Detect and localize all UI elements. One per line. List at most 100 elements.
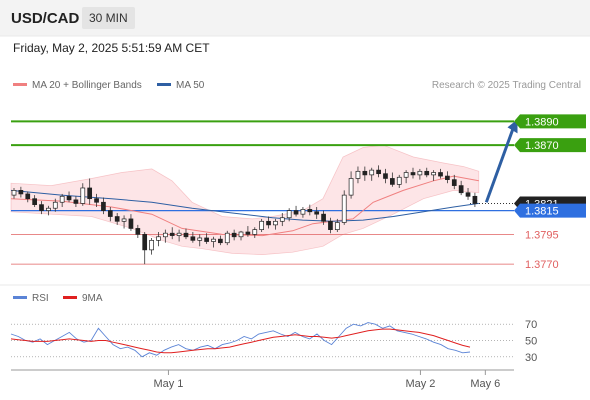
candle-body xyxy=(348,178,354,196)
candle-body xyxy=(314,211,320,215)
candle-body xyxy=(376,169,381,175)
ma20-swatch xyxy=(13,82,27,86)
candle-body xyxy=(369,169,375,176)
candle xyxy=(169,227,175,240)
candle-body xyxy=(73,199,79,204)
moving-averages xyxy=(10,175,479,237)
candle xyxy=(46,205,51,216)
candle-body xyxy=(11,190,17,196)
candle xyxy=(211,236,216,248)
candle xyxy=(348,171,354,199)
price-tag-bg xyxy=(514,138,586,153)
candle-body xyxy=(94,198,99,203)
candle xyxy=(314,207,320,219)
candle xyxy=(224,230,230,246)
candle-body xyxy=(107,210,113,217)
price-levels xyxy=(11,120,514,265)
candle xyxy=(396,174,402,188)
candle-body xyxy=(135,228,141,235)
candle-body xyxy=(465,192,471,197)
candle xyxy=(328,217,333,234)
price-tag-1.3890: 1.3890 xyxy=(514,114,586,129)
price-tag-bg xyxy=(514,114,586,129)
candle-body xyxy=(238,231,244,238)
candle xyxy=(176,229,182,242)
x-tick-label: May 6 xyxy=(470,378,500,390)
candle xyxy=(25,191,31,203)
candle-body xyxy=(362,170,368,176)
candle-body xyxy=(334,222,340,230)
candle xyxy=(472,192,478,208)
candle-body xyxy=(417,170,423,176)
ma50-line xyxy=(10,189,479,222)
price-tag-label: 1.3870 xyxy=(525,140,559,152)
candle-body xyxy=(383,173,388,179)
rsi-label: RSI xyxy=(32,293,49,304)
candle-body xyxy=(431,172,436,176)
rsi-tick-label: 50 xyxy=(525,336,537,348)
candle-body xyxy=(87,187,93,200)
candle xyxy=(197,234,203,247)
price-tag-1.3770: 1.3770 xyxy=(525,259,559,271)
candle-body xyxy=(142,234,148,251)
candle xyxy=(438,168,443,179)
candle xyxy=(73,196,79,208)
price-tag-bg xyxy=(514,203,586,218)
candle-body xyxy=(341,194,347,223)
credit-text: Research © 2025 Trading Central xyxy=(431,80,581,91)
candle-body xyxy=(410,172,416,176)
candle xyxy=(307,204,313,216)
bollinger-bands xyxy=(10,144,480,255)
candle xyxy=(252,227,258,238)
candle-body xyxy=(293,210,299,215)
candle xyxy=(59,193,65,208)
candle-body xyxy=(149,239,154,251)
rsi-ma-label: 9MA xyxy=(82,293,103,304)
candle-body xyxy=(183,232,189,238)
legend-rsi: RSI xyxy=(13,293,49,304)
candle-body xyxy=(451,179,457,186)
candle-body xyxy=(445,175,450,180)
candle-body xyxy=(328,220,333,230)
candle-body xyxy=(458,185,464,194)
candle xyxy=(66,191,72,203)
candle xyxy=(121,215,127,229)
candle-body xyxy=(321,213,326,222)
candle-body xyxy=(101,201,106,211)
candle xyxy=(355,166,361,184)
candle-body xyxy=(396,176,402,185)
candle-body xyxy=(25,193,31,200)
price-tag-1.3795: 1.3795 xyxy=(525,229,559,241)
candle-body xyxy=(204,237,209,242)
candle-body xyxy=(279,217,285,222)
candle-body xyxy=(169,232,175,236)
projection-arrow-head xyxy=(507,119,518,134)
candle xyxy=(190,232,196,243)
candle-body xyxy=(355,170,361,179)
candle-body xyxy=(300,209,306,215)
candle xyxy=(321,210,326,225)
ma50-swatch xyxy=(157,82,171,86)
candle xyxy=(107,207,113,222)
candle xyxy=(279,212,285,227)
price-tag-label: 1.3890 xyxy=(525,116,559,128)
candle xyxy=(458,180,464,196)
candle-body xyxy=(80,187,86,204)
candle-body xyxy=(18,190,24,195)
candle-body xyxy=(211,238,216,242)
candle xyxy=(101,197,106,215)
candle xyxy=(445,171,450,184)
candle-body xyxy=(46,207,51,211)
candle xyxy=(80,183,86,206)
timeframe-button[interactable]: 30 MIN xyxy=(82,7,135,29)
rsi-panel: 70 50 30 xyxy=(10,319,537,364)
candle-body xyxy=(438,172,443,177)
ma50-label: MA 50 xyxy=(176,80,205,91)
candle-body xyxy=(114,216,120,222)
candle-body xyxy=(59,195,65,203)
bollinger-band-area xyxy=(10,144,480,255)
candle-body xyxy=(162,232,168,238)
candle xyxy=(300,207,306,218)
candle xyxy=(273,218,278,230)
